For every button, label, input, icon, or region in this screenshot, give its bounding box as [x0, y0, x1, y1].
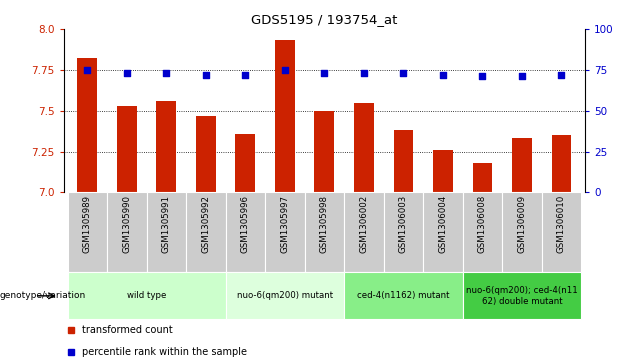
Text: GSM1306002: GSM1306002 — [359, 195, 368, 253]
Text: GSM1305998: GSM1305998 — [320, 195, 329, 253]
Text: percentile rank within the sample: percentile rank within the sample — [82, 347, 247, 357]
Bar — [462, 192, 502, 272]
Bar — [354, 102, 374, 192]
Bar — [305, 192, 344, 272]
Bar — [265, 192, 305, 272]
Text: genotype/variation: genotype/variation — [0, 291, 86, 300]
Text: GSM1306010: GSM1306010 — [557, 195, 566, 253]
Text: GSM1306004: GSM1306004 — [438, 195, 447, 253]
Point — [162, 70, 172, 76]
Bar — [384, 192, 423, 272]
Bar — [117, 106, 137, 192]
Text: transformed count: transformed count — [82, 325, 172, 335]
Bar — [275, 40, 294, 192]
Bar — [423, 192, 462, 272]
Bar — [433, 150, 453, 192]
Point — [319, 70, 329, 76]
Bar — [542, 192, 581, 272]
Bar — [344, 192, 384, 272]
Text: GSM1305991: GSM1305991 — [162, 195, 171, 253]
Bar — [67, 192, 107, 272]
Text: nuo-6(qm200); ced-4(n11
62) double mutant: nuo-6(qm200); ced-4(n11 62) double mutan… — [466, 286, 577, 306]
Point — [556, 72, 567, 78]
Text: ced-4(n1162) mutant: ced-4(n1162) mutant — [357, 291, 450, 300]
Bar — [186, 192, 226, 272]
Text: GSM1305996: GSM1305996 — [241, 195, 250, 253]
Point — [280, 67, 290, 73]
Text: GSM1305997: GSM1305997 — [280, 195, 289, 253]
Bar — [196, 115, 216, 192]
Bar — [473, 163, 492, 192]
Text: nuo-6(qm200) mutant: nuo-6(qm200) mutant — [237, 291, 333, 300]
Bar — [67, 272, 226, 319]
Bar — [394, 130, 413, 192]
Bar — [462, 272, 581, 319]
Text: GSM1306009: GSM1306009 — [518, 195, 527, 253]
Bar — [226, 272, 344, 319]
Bar — [226, 192, 265, 272]
Text: wild type: wild type — [127, 291, 166, 300]
Bar — [107, 192, 146, 272]
Text: GSM1306003: GSM1306003 — [399, 195, 408, 253]
Bar — [314, 111, 335, 192]
Bar — [235, 134, 255, 192]
Bar — [78, 58, 97, 192]
Point — [121, 70, 132, 76]
Title: GDS5195 / 193754_at: GDS5195 / 193754_at — [251, 13, 398, 26]
Point — [477, 73, 487, 79]
Bar — [551, 135, 571, 192]
Bar — [502, 192, 542, 272]
Point — [517, 73, 527, 79]
Point — [359, 70, 369, 76]
Text: GSM1305989: GSM1305989 — [83, 195, 92, 253]
Point — [438, 72, 448, 78]
Bar — [344, 272, 462, 319]
Bar — [512, 138, 532, 192]
Bar — [156, 101, 176, 192]
Point — [82, 67, 92, 73]
Bar — [146, 192, 186, 272]
Text: GSM1306008: GSM1306008 — [478, 195, 487, 253]
Text: GSM1305992: GSM1305992 — [202, 195, 211, 253]
Text: GSM1305990: GSM1305990 — [122, 195, 131, 253]
Point — [240, 72, 251, 78]
Point — [201, 72, 211, 78]
Point — [398, 70, 408, 76]
